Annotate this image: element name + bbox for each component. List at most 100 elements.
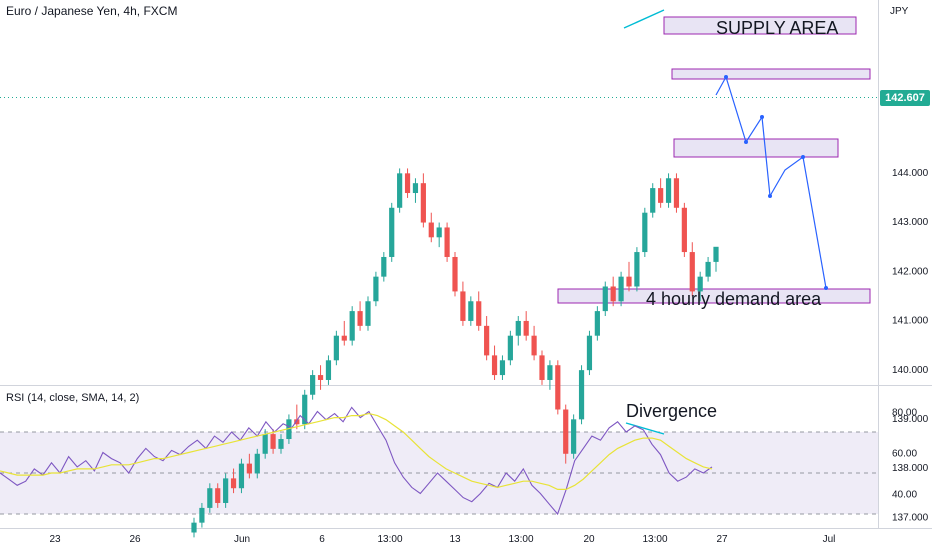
price-tick-label: 144.000: [892, 168, 929, 179]
price-tick-label: 138.000: [892, 463, 929, 474]
last-price-tag: 142.607: [880, 90, 930, 106]
candle-body: [571, 419, 577, 454]
candle-body: [238, 463, 245, 489]
price-tick-label: 142.000: [892, 266, 929, 277]
time-tick-label: 13:00: [508, 534, 533, 545]
demand-zone: [557, 288, 871, 304]
chart-title: Euro / Japanese Yen, 4h, FXCM: [6, 4, 178, 18]
time-tick-label: 13: [449, 534, 461, 545]
candle-body: [412, 183, 419, 194]
candle-body: [373, 276, 379, 302]
projection-path: [715, 75, 827, 289]
candle-body: [215, 488, 221, 503]
price-tick-label: 139.000: [892, 414, 929, 425]
candle-body: [389, 207, 395, 257]
candle-body: [286, 419, 292, 440]
candle-body: [404, 173, 411, 194]
candle-body: [515, 320, 521, 336]
candle-body: [428, 222, 434, 238]
candle-body: [578, 370, 585, 420]
rsi-tick-label: 60.00: [892, 449, 917, 460]
projection-point: [801, 155, 805, 159]
candle-body: [270, 434, 276, 449]
candle-body: [507, 335, 513, 361]
projection-point: [744, 140, 748, 144]
candle-body: [491, 355, 498, 376]
candle-body: [610, 286, 616, 302]
candle-body: [634, 252, 640, 287]
candle-body: [294, 419, 300, 425]
time-tick-label: 13:00: [377, 534, 402, 545]
time-tick-label: 23: [49, 534, 61, 545]
candle-body: [626, 276, 632, 287]
support-zone: [673, 138, 839, 158]
candle-body: [230, 478, 237, 489]
price-tick-label: 137.000: [892, 512, 929, 523]
candle-body: [681, 207, 687, 253]
currency-label: JPY: [890, 6, 909, 17]
candle-body: [460, 291, 466, 321]
candle-body: [602, 286, 608, 312]
candle-body: [199, 507, 205, 523]
projection-point: [760, 115, 764, 119]
candle-body: [349, 311, 355, 341]
rsi-line: [0, 406, 713, 516]
supply-zone: [663, 16, 857, 35]
projection-point: [824, 286, 828, 290]
candle-body: [705, 261, 711, 277]
price-tick-label: 141.000: [892, 316, 929, 327]
time-tick-label: 6: [319, 534, 325, 545]
price-tick-label: 143.000: [892, 217, 929, 228]
candle-body: [642, 212, 648, 253]
rsi-tick-label: 80.00: [892, 408, 917, 419]
candle-body: [436, 227, 442, 238]
candle-body: [262, 434, 268, 454]
candle-body: [341, 335, 347, 341]
candle-body: [618, 276, 624, 302]
demand-area-label: 4 hourly demand area: [646, 289, 822, 309]
candle-body: [594, 311, 600, 336]
candle-body: [397, 173, 403, 208]
time-tick-label: 26: [129, 534, 141, 545]
rsi-divergence-line: [625, 422, 665, 435]
candle-body: [191, 522, 197, 533]
candle-body: [658, 188, 664, 203]
candle-body: [547, 365, 553, 380]
candle-body: [539, 355, 545, 380]
projection-point: [724, 75, 728, 79]
candle-body: [499, 360, 506, 376]
candle-body: [317, 375, 324, 380]
candle-body: [468, 301, 474, 321]
candle-body: [523, 320, 529, 336]
supply-area-label: SUPPLY AREA: [716, 18, 839, 38]
candle-body: [563, 409, 569, 454]
time-tick-label: Jun: [234, 534, 250, 545]
candle-body: [420, 183, 426, 223]
candle-body: [333, 335, 339, 361]
candle-body: [586, 335, 593, 371]
candle-body: [673, 178, 680, 208]
candle-body: [665, 178, 672, 203]
price-tick-label: 140.000: [892, 365, 929, 376]
candle-body: [697, 276, 703, 292]
candle-body: [278, 439, 284, 449]
candle-body: [531, 335, 537, 356]
projection-point: [768, 194, 772, 198]
candle-body: [302, 394, 308, 425]
candle-body: [452, 256, 458, 292]
divergence-label: Divergence: [626, 401, 718, 421]
candle-body: [484, 325, 490, 356]
candle-body: [689, 252, 695, 292]
candle-body: [365, 301, 371, 326]
candle-body: [357, 311, 363, 326]
rsi-tick-label: 40.00: [892, 490, 917, 501]
candle-body: [207, 488, 213, 508]
candle-body: [650, 188, 656, 213]
candle-body: [254, 453, 260, 474]
time-tick-label: 27: [716, 534, 728, 545]
candle-body: [476, 301, 482, 326]
candle-body: [713, 246, 719, 262]
rsi-title: RSI (14, close, SMA, 14, 2): [6, 392, 140, 404]
